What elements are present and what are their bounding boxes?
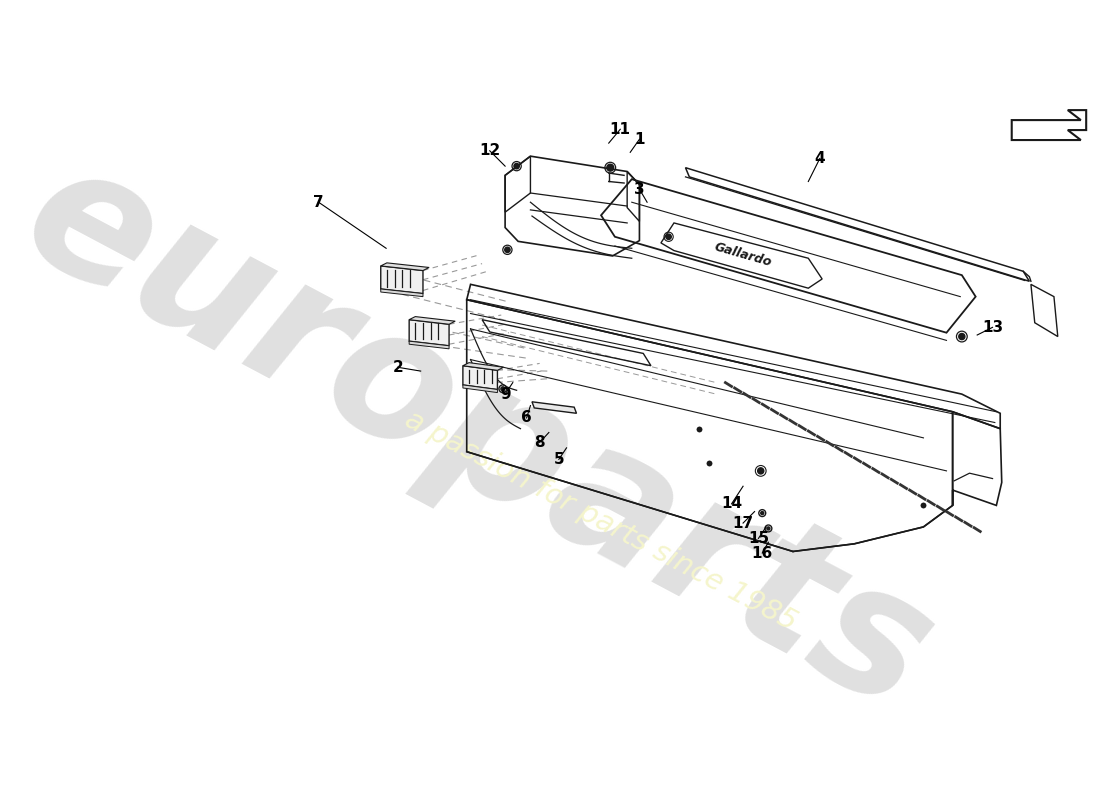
- Polygon shape: [409, 317, 455, 324]
- Text: 13: 13: [982, 320, 1003, 335]
- Polygon shape: [381, 289, 424, 297]
- Text: 9: 9: [499, 386, 510, 402]
- Text: 5: 5: [553, 452, 564, 467]
- Circle shape: [505, 247, 510, 253]
- Circle shape: [607, 164, 614, 171]
- Text: 14: 14: [720, 496, 742, 511]
- Text: 17: 17: [733, 515, 754, 530]
- Text: a passion for parts since 1985: a passion for parts since 1985: [400, 405, 802, 636]
- Text: 3: 3: [634, 182, 645, 197]
- Circle shape: [666, 234, 671, 239]
- Text: 8: 8: [535, 435, 544, 450]
- Circle shape: [514, 163, 519, 169]
- Polygon shape: [381, 266, 424, 294]
- Text: 11: 11: [609, 122, 630, 137]
- Text: europarts: europarts: [0, 125, 960, 748]
- Text: 4: 4: [814, 151, 825, 166]
- Text: 15: 15: [748, 531, 769, 546]
- Text: 1: 1: [635, 132, 645, 146]
- Text: 16: 16: [751, 546, 773, 561]
- Circle shape: [959, 334, 965, 340]
- Polygon shape: [381, 263, 429, 270]
- Polygon shape: [409, 320, 449, 346]
- Polygon shape: [463, 385, 497, 393]
- Circle shape: [500, 387, 505, 390]
- Polygon shape: [532, 402, 576, 414]
- Text: Gallardo: Gallardo: [713, 240, 773, 269]
- Circle shape: [758, 468, 763, 474]
- Text: 7: 7: [314, 194, 323, 210]
- Circle shape: [767, 527, 770, 530]
- Polygon shape: [463, 362, 504, 370]
- Text: 12: 12: [480, 143, 501, 158]
- Text: 2: 2: [393, 360, 403, 374]
- Polygon shape: [463, 366, 497, 390]
- Polygon shape: [409, 341, 449, 349]
- Circle shape: [761, 511, 763, 514]
- Text: 6: 6: [521, 410, 532, 426]
